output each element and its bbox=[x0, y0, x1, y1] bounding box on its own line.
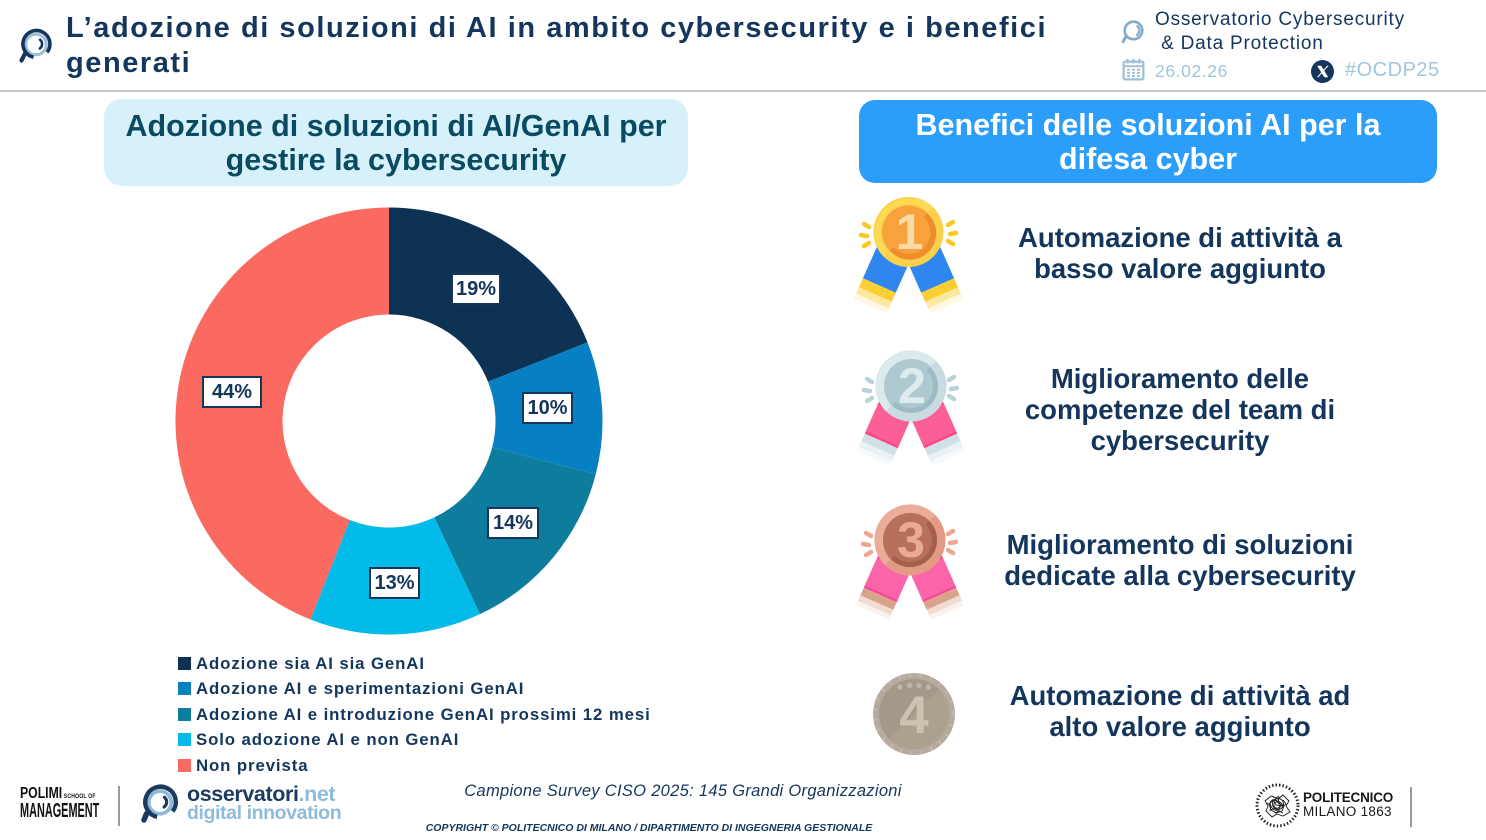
svg-text:3: 3 bbox=[897, 512, 925, 568]
svg-text:4: 4 bbox=[899, 686, 929, 745]
svg-text:1: 1 bbox=[896, 204, 924, 260]
svg-text:2: 2 bbox=[898, 358, 926, 414]
